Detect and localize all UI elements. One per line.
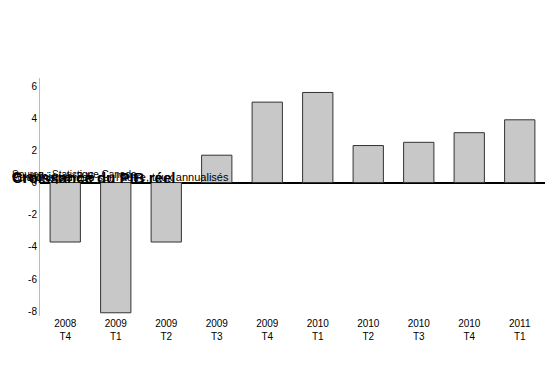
svg-text:2010T4: 2010T4 <box>458 318 481 342</box>
svg-text:2010T1: 2010T1 <box>307 318 330 342</box>
svg-text:Source : Statistique Canada: Source : Statistique Canada <box>12 169 137 180</box>
svg-text:2009T2: 2009T2 <box>155 318 178 342</box>
svg-text:2010T3: 2010T3 <box>408 318 431 342</box>
svg-text:%, d’une période sur l’autre,: %, d’une période sur l’autre, taux annua… <box>12 171 229 183</box>
svg-text:2010T2: 2010T2 <box>357 318 380 342</box>
svg-text:Graphique 2.6: Graphique 2.6 <box>12 169 94 184</box>
svg-text:2008T4: 2008T4 <box>54 318 77 342</box>
svg-text:2: 2 <box>31 145 37 156</box>
svg-text:4: 4 <box>31 113 37 124</box>
svg-text:6: 6 <box>31 81 37 92</box>
svg-text:2009T3: 2009T3 <box>206 318 229 342</box>
svg-text:-8: -8 <box>28 306 37 317</box>
svg-text:Croissance du PIB réel: Croissance du PIB réel <box>12 169 175 186</box>
svg-text:-2: -2 <box>28 209 37 220</box>
svg-text:2009T1: 2009T1 <box>105 318 128 342</box>
svg-text:-4: -4 <box>28 241 37 252</box>
svg-text:2011T1: 2011T1 <box>509 318 531 342</box>
svg-text:-6: -6 <box>28 274 37 285</box>
svg-text:2009T4: 2009T4 <box>256 318 279 342</box>
svg-text:0: 0 <box>31 177 37 188</box>
